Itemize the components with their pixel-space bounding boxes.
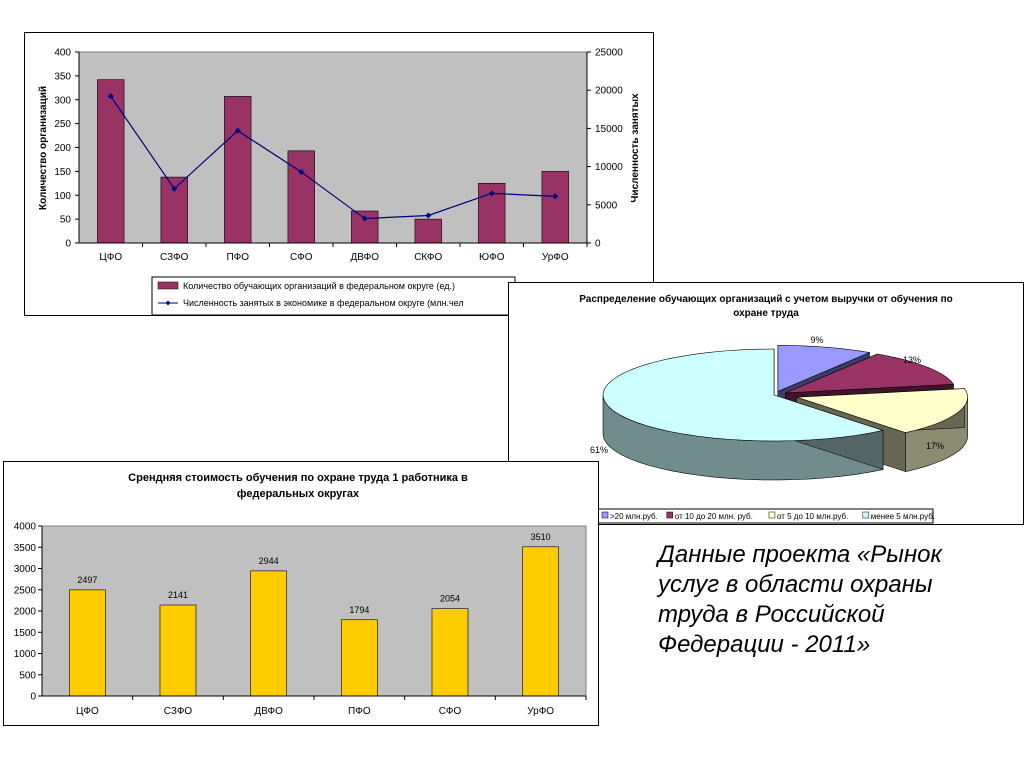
pie-slice-3 bbox=[796, 388, 968, 433]
chart-title: Срендняя стоимость обучения по охране тр… bbox=[128, 472, 468, 500]
legend-marker-employment bbox=[165, 300, 171, 306]
x-tick-label: ДВФО bbox=[254, 706, 283, 717]
bar-cost-6 bbox=[522, 546, 559, 697]
legend-label-4: менее 5 млн.руб. bbox=[871, 512, 935, 521]
point-employment-6 bbox=[425, 212, 432, 219]
pie-slice-4 bbox=[602, 348, 885, 442]
point-employment-4 bbox=[298, 168, 305, 175]
x-tick-label: ЦФО bbox=[99, 252, 122, 263]
chart-avg-cost-panel: Срендняя стоимость обучения по охране тр… bbox=[3, 461, 599, 726]
chart-revenue-pie: Распределение обучающих организаций с уч… bbox=[579, 293, 968, 524]
y-tick-label: 3000 bbox=[14, 564, 37, 575]
y2-tick-label: 5000 bbox=[595, 200, 618, 211]
pie-label-3: 17% bbox=[926, 441, 944, 451]
x-tick-label: СФО bbox=[439, 706, 462, 717]
bar-orgs-4 bbox=[287, 150, 315, 244]
x-tick-label: УрФО bbox=[542, 252, 569, 263]
pie-label-2: 13% bbox=[903, 355, 921, 365]
x-tick-label: УрФО bbox=[527, 706, 554, 717]
y-tick-label: 500 bbox=[19, 670, 36, 681]
point-employment-7 bbox=[488, 190, 495, 197]
y-tick-label: 50 bbox=[60, 215, 72, 226]
series-line-employment bbox=[110, 95, 556, 220]
project-caption: Данные проекта «Рынок услуг в области ох… bbox=[658, 541, 942, 658]
pie-slice-1 bbox=[777, 345, 871, 392]
legend-swatch-1 bbox=[601, 511, 609, 519]
y2-axis-label: Численность занятых bbox=[630, 93, 641, 203]
y-tick-label: 2500 bbox=[14, 585, 37, 596]
legend: >20 млн.руб. от 10 до 20 млн. руб. от 5 до… bbox=[596, 508, 935, 524]
y-tick-label: 3500 bbox=[14, 543, 37, 554]
y-tick-label: 2000 bbox=[14, 607, 37, 618]
x-tick-label: ЦФО bbox=[76, 706, 99, 717]
chart-title: Распределение обучающих организаций с уч… bbox=[579, 293, 952, 319]
legend-label-orgs: Количество обучающих организаций в федер… bbox=[183, 281, 455, 291]
bar-orgs-1 bbox=[97, 79, 125, 244]
y-tick-label: 1500 bbox=[14, 628, 37, 639]
y2-tick-label: 10000 bbox=[595, 162, 623, 173]
x-tick-label: СЗФО bbox=[164, 706, 193, 717]
chart-orgs-employment-panel: 0 50 100 150 200 250 300 350 400 0 5000 10000 15000 2… bbox=[24, 32, 654, 316]
x-tick-label: ПФО bbox=[348, 706, 371, 717]
y-tick-label: 250 bbox=[54, 119, 71, 130]
y-tick-label: 1000 bbox=[14, 649, 37, 660]
bar-orgs-8 bbox=[541, 171, 569, 244]
legend: Количество обучающих организаций в федер… bbox=[151, 276, 516, 316]
legend-label-1: >20 млн.руб. bbox=[610, 512, 658, 521]
bar-orgs-6 bbox=[414, 218, 442, 244]
point-employment-8 bbox=[552, 193, 559, 200]
data-label-6: 3510 bbox=[531, 532, 551, 542]
point-employment-1 bbox=[107, 93, 114, 100]
legend-label-employment: Численность занятых в экономике в федера… bbox=[183, 298, 464, 308]
x-tick-label: ДВФО bbox=[351, 252, 380, 263]
y2-tick-label: 15000 bbox=[595, 124, 623, 135]
y-tick-label: 300 bbox=[54, 95, 71, 106]
point-employment-3 bbox=[234, 127, 241, 134]
y-tick-label: 100 bbox=[54, 191, 71, 202]
y-axis-label: Количество организаций bbox=[38, 86, 49, 210]
plot-area bbox=[41, 525, 587, 697]
x-tick-label: ПФО bbox=[226, 252, 249, 263]
pie-slice-2 bbox=[785, 353, 955, 394]
bar-cost-5 bbox=[431, 608, 469, 697]
chart-avg-cost: Срендняя стоимость обучения по охране тр… bbox=[14, 472, 587, 717]
data-label-1: 2497 bbox=[77, 575, 97, 585]
legend-label-2: от 10 до 20 млн. руб. bbox=[675, 512, 753, 521]
bar-cost-2 bbox=[159, 604, 197, 697]
y2-tick-label: 25000 bbox=[595, 48, 623, 59]
y2-tick-label: 0 bbox=[595, 239, 601, 250]
chart-orgs-employment: 0 50 100 150 200 250 300 350 400 0 5000 10000 15000 2… bbox=[38, 48, 641, 316]
y-tick-label: 4000 bbox=[14, 522, 37, 533]
y-tick-label: 150 bbox=[54, 167, 71, 178]
x-tick-label: СКФО bbox=[414, 252, 442, 263]
bar-cost-1 bbox=[69, 589, 106, 697]
legend-label-3: от 5 до 10 млн.руб. bbox=[777, 512, 848, 521]
y-tick-label: 400 bbox=[54, 48, 71, 59]
y-tick-label: 350 bbox=[54, 71, 71, 82]
data-label-4: 1794 bbox=[349, 605, 369, 615]
plot-area bbox=[78, 51, 588, 244]
data-label-3: 2944 bbox=[259, 556, 279, 566]
legend-swatch-3 bbox=[768, 511, 776, 519]
legend-swatch-orgs bbox=[157, 281, 179, 290]
y-tick-label: 0 bbox=[30, 692, 36, 703]
y2-tick-label: 20000 bbox=[595, 86, 623, 97]
bar-orgs-3 bbox=[224, 96, 252, 244]
bar-cost-4 bbox=[341, 619, 378, 697]
x-tick-label: ЮФО bbox=[479, 252, 505, 263]
data-label-5: 2054 bbox=[440, 594, 460, 604]
pie-label-4: 61% bbox=[590, 445, 608, 455]
point-employment-2 bbox=[171, 185, 178, 192]
x-tick-label: СЗФО bbox=[160, 252, 189, 263]
legend-swatch-2 bbox=[666, 511, 674, 519]
point-employment-5 bbox=[361, 215, 368, 222]
y-tick-label: 200 bbox=[54, 143, 71, 154]
bar-cost-3 bbox=[250, 570, 287, 697]
pie-label-1: 9% bbox=[810, 335, 823, 345]
legend-swatch-4 bbox=[862, 511, 870, 519]
data-label-2: 2141 bbox=[168, 590, 188, 600]
y-tick-label: 0 bbox=[65, 239, 71, 250]
x-tick-label: СФО bbox=[290, 252, 313, 263]
